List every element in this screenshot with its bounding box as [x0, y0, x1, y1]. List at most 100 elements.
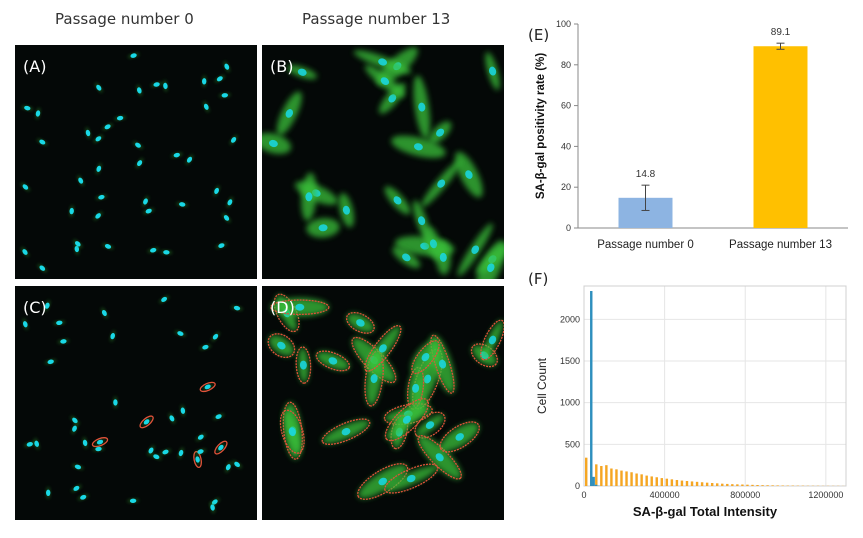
micrograph-panel-d: (D) — [262, 286, 504, 520]
cell — [71, 484, 82, 493]
cell — [159, 295, 170, 304]
nucleus — [98, 194, 105, 200]
panel-label-c: (C) — [23, 298, 47, 317]
cell — [195, 433, 206, 442]
nucleus — [471, 245, 480, 254]
nucleus — [78, 177, 84, 184]
y-axis-label: Cell Count — [535, 357, 549, 414]
y-tick-label: 2000 — [560, 314, 580, 324]
cell — [35, 107, 41, 120]
data-label: 14.8 — [636, 169, 656, 180]
intensity-histogram-chart: 0 500 1000 1500 2000 0 400000 800000 1200000 Cell… — [535, 285, 847, 519]
nucleus — [82, 439, 88, 447]
micrograph-panel-c: (C) — [15, 286, 257, 520]
micrograph-image — [20, 53, 238, 273]
nucleus — [163, 250, 170, 255]
histogram-bar — [640, 474, 643, 486]
y-tick-label: 1000 — [560, 398, 580, 408]
y-tick-label: 0 — [566, 223, 571, 233]
histogram-bar — [600, 466, 603, 486]
cell — [93, 211, 103, 221]
cell — [143, 208, 155, 215]
nucleus — [150, 247, 157, 253]
cell — [232, 460, 243, 469]
micrograph-panel-b: (B) — [262, 45, 504, 279]
histogram-bar — [776, 485, 779, 486]
nucleus — [153, 82, 160, 87]
nucleus — [163, 82, 168, 90]
nucleus — [69, 207, 74, 215]
histogram-bar — [605, 465, 608, 486]
histogram-bar — [610, 468, 613, 486]
y-tick-label: 80 — [561, 60, 571, 70]
nucleus — [186, 156, 193, 163]
cell — [455, 151, 483, 198]
nucleus — [438, 359, 447, 369]
cell — [110, 330, 116, 342]
histogram-bar — [592, 476, 595, 486]
histogram-bar — [650, 476, 653, 486]
nucleus — [212, 333, 219, 340]
nucleus — [218, 243, 225, 248]
histogram-bar — [675, 480, 679, 486]
nucleus — [145, 208, 152, 214]
cell — [364, 65, 405, 98]
nucleus — [143, 419, 150, 425]
cell — [20, 247, 30, 257]
nucleus — [417, 216, 426, 226]
column-title-passage-13: Passage number 13 — [302, 10, 451, 28]
cell — [57, 339, 70, 344]
cell — [139, 415, 154, 429]
nucleus — [341, 428, 351, 436]
nucleus — [136, 87, 142, 94]
nucleus — [110, 332, 115, 340]
nucleus — [104, 124, 111, 130]
nucleus — [230, 137, 237, 143]
histogram-bar — [766, 485, 769, 486]
cell — [147, 445, 155, 456]
nucleus — [116, 115, 124, 121]
cell — [218, 93, 231, 98]
cell — [295, 346, 312, 384]
cell — [174, 330, 187, 337]
y-tick-label: 1500 — [560, 356, 580, 366]
nucleus — [201, 78, 207, 85]
nucleus — [233, 305, 241, 311]
histogram-bar — [670, 479, 674, 486]
cell — [46, 486, 51, 499]
y-axis-label: SA-β-gal positivity rate (%) — [535, 53, 547, 199]
nucleus — [169, 415, 175, 422]
nucleus — [178, 449, 184, 457]
nucleus — [388, 94, 397, 103]
cell-outline — [417, 435, 462, 480]
nucleus — [402, 415, 411, 424]
cell — [20, 182, 31, 192]
cell — [267, 333, 296, 359]
cell — [412, 200, 431, 242]
cell — [142, 195, 149, 208]
cell — [338, 193, 355, 228]
cell — [194, 449, 207, 455]
histogram-bar — [741, 484, 744, 486]
nucleus — [72, 417, 78, 424]
nucleus — [225, 464, 231, 471]
cell-outline — [384, 463, 439, 494]
nucleus — [203, 103, 209, 110]
cell — [214, 440, 228, 455]
cell-outline — [480, 319, 504, 361]
histogram-bar — [726, 483, 729, 486]
nucleus — [60, 339, 67, 344]
category-label: Passage number 0 — [597, 239, 694, 251]
cell — [178, 447, 184, 459]
cell-outline — [273, 293, 300, 333]
histogram-bar — [585, 457, 588, 486]
x-axis-label: SA-β-gal Total Intensity — [633, 504, 778, 519]
cell — [73, 239, 83, 249]
nucleus — [22, 184, 29, 190]
histogram-bar — [655, 477, 658, 486]
micrograph-image — [262, 47, 504, 279]
cell — [475, 240, 504, 279]
nucleus — [488, 335, 497, 345]
cell-outline — [279, 409, 305, 454]
cell-outline — [470, 343, 499, 368]
